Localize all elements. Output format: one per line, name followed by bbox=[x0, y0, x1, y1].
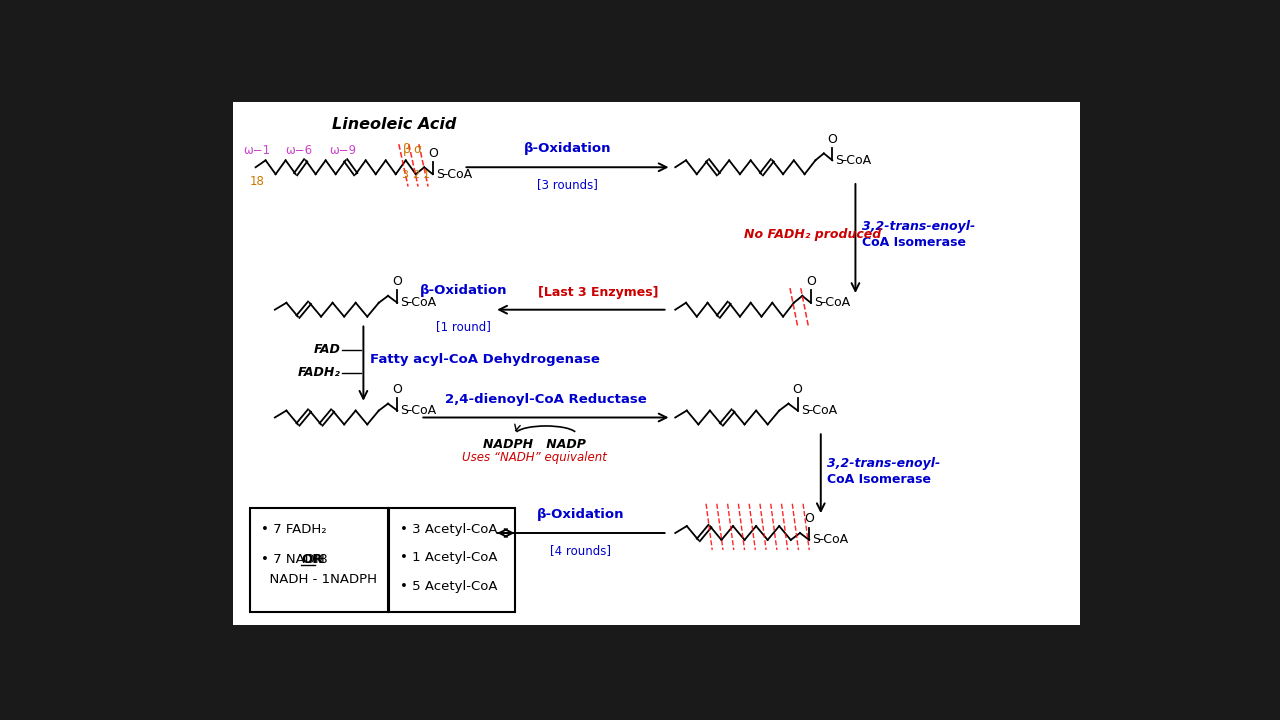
Text: –CoA: –CoA bbox=[406, 296, 436, 310]
Text: –CoA: –CoA bbox=[841, 154, 872, 167]
Text: S: S bbox=[435, 168, 444, 181]
Text: 8: 8 bbox=[315, 554, 328, 567]
Text: O: O bbox=[827, 132, 837, 145]
Text: ω−1: ω−1 bbox=[243, 144, 270, 157]
Text: CoA Isomerase: CoA Isomerase bbox=[861, 236, 965, 249]
Text: • 7 NADH: • 7 NADH bbox=[261, 554, 329, 567]
Text: β-Oxidation: β-Oxidation bbox=[420, 284, 507, 297]
Text: S: S bbox=[814, 296, 822, 310]
Text: O: O bbox=[806, 275, 815, 288]
Text: 1: 1 bbox=[422, 170, 430, 180]
Text: –CoA: –CoA bbox=[442, 168, 472, 181]
Text: No FADH₂ produced: No FADH₂ produced bbox=[745, 228, 882, 241]
Text: –CoA: –CoA bbox=[818, 534, 849, 546]
FancyBboxPatch shape bbox=[389, 508, 515, 611]
Text: FAD: FAD bbox=[314, 343, 340, 356]
Text: ω−6: ω−6 bbox=[285, 144, 312, 157]
Text: O: O bbox=[804, 513, 814, 526]
Text: 3,2-trans-enoyl-: 3,2-trans-enoyl- bbox=[861, 220, 975, 233]
Text: O: O bbox=[393, 383, 402, 396]
Text: –CoA: –CoA bbox=[819, 296, 850, 310]
Text: 2,4-dienoyl-CoA Reductase: 2,4-dienoyl-CoA Reductase bbox=[445, 393, 646, 406]
FancyBboxPatch shape bbox=[233, 102, 1079, 626]
Text: O: O bbox=[792, 383, 803, 396]
Text: • 5 Acetyl-CoA: • 5 Acetyl-CoA bbox=[399, 580, 497, 593]
Text: [4 rounds]: [4 rounds] bbox=[550, 544, 612, 557]
Text: NADH - 1NADPH: NADH - 1NADPH bbox=[261, 572, 378, 585]
Text: NADPH   NADP: NADPH NADP bbox=[483, 438, 586, 451]
Text: 18: 18 bbox=[250, 175, 265, 188]
Text: S: S bbox=[836, 154, 844, 167]
Text: ω−9: ω−9 bbox=[329, 144, 356, 157]
Text: β-Oxidation: β-Oxidation bbox=[538, 508, 625, 521]
Text: [1 round]: [1 round] bbox=[436, 320, 492, 333]
Text: –CoA: –CoA bbox=[806, 404, 837, 417]
Text: S: S bbox=[813, 534, 820, 546]
Text: • 1 Acetyl-CoA: • 1 Acetyl-CoA bbox=[399, 551, 497, 564]
Text: 3,2-trans-enoyl-: 3,2-trans-enoyl- bbox=[827, 457, 941, 470]
Text: [Last 3 Enzymes]: [Last 3 Enzymes] bbox=[538, 286, 658, 299]
Text: S: S bbox=[801, 404, 809, 417]
Text: OR: OR bbox=[301, 554, 323, 567]
Text: [3 rounds]: [3 rounds] bbox=[538, 178, 598, 191]
Text: O: O bbox=[393, 275, 402, 288]
Text: • 3 Acetyl-CoA: • 3 Acetyl-CoA bbox=[399, 523, 497, 536]
Text: 2: 2 bbox=[412, 170, 420, 180]
Text: S: S bbox=[401, 404, 408, 417]
Text: β: β bbox=[402, 143, 411, 156]
Text: 3: 3 bbox=[402, 170, 408, 180]
Text: FADH₂: FADH₂ bbox=[297, 366, 340, 379]
Text: Lineoleic Acid: Lineoleic Acid bbox=[332, 117, 457, 132]
Text: Uses “NADH” equivalent: Uses “NADH” equivalent bbox=[462, 451, 607, 464]
Text: –CoA: –CoA bbox=[406, 404, 436, 417]
FancyBboxPatch shape bbox=[250, 508, 388, 611]
Text: α: α bbox=[413, 143, 421, 156]
Text: O: O bbox=[428, 147, 438, 160]
Text: S: S bbox=[401, 296, 408, 310]
Text: β-Oxidation: β-Oxidation bbox=[524, 142, 612, 155]
Text: • 7 FADH₂: • 7 FADH₂ bbox=[261, 523, 326, 536]
Text: CoA Isomerase: CoA Isomerase bbox=[827, 472, 931, 485]
Text: Fatty acyl-CoA Dehydrogenase: Fatty acyl-CoA Dehydrogenase bbox=[370, 354, 599, 366]
